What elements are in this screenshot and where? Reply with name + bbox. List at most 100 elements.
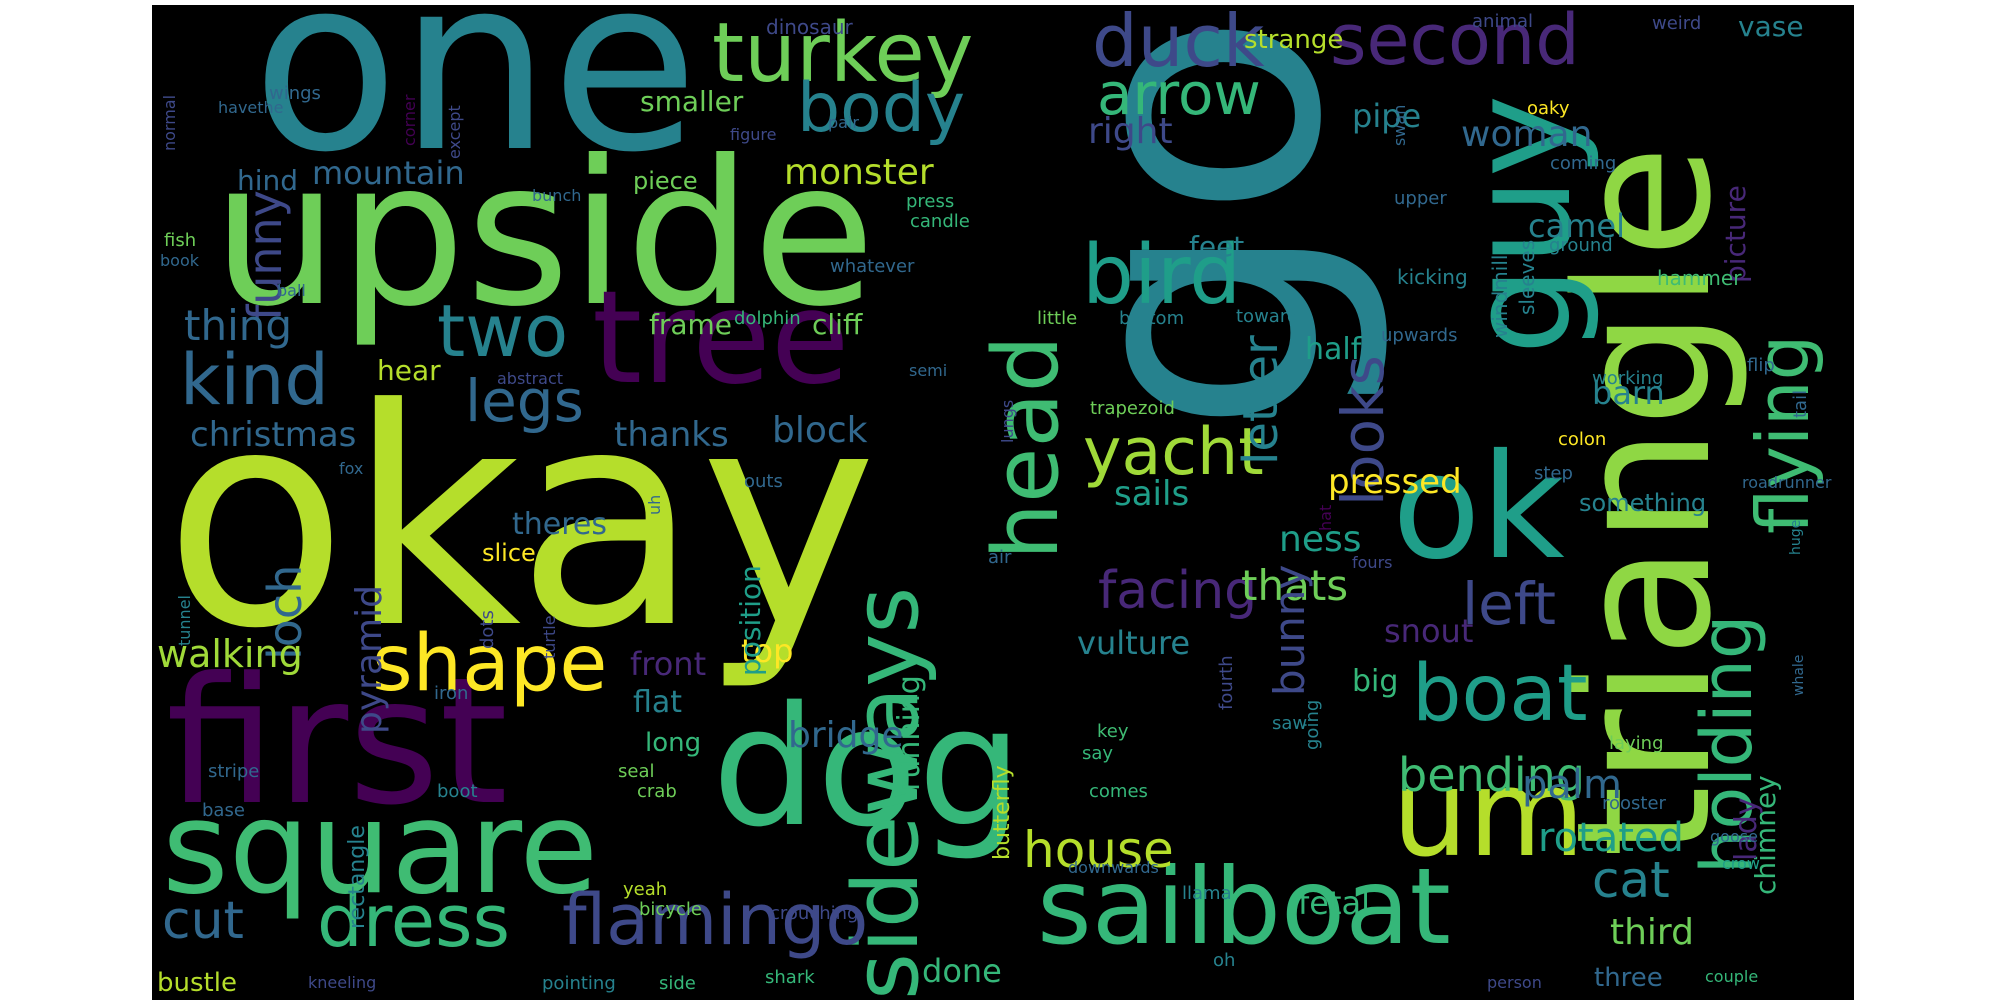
word-bottom: bottom (1119, 308, 1185, 329)
word-coming: coming (1550, 153, 1617, 174)
word-done: done (922, 952, 1002, 990)
word-goose: goose (1710, 827, 1758, 846)
word-working: working (1592, 368, 1664, 389)
word-cat: cat (1592, 851, 1670, 909)
word-half: half (1305, 332, 1362, 367)
word-pyramid: pyramid (349, 585, 390, 734)
word-sailboat: sailboat (1037, 846, 1451, 968)
word-upper: upper (1394, 188, 1447, 209)
word-duck: duck (1092, 5, 1265, 83)
word-walking: walking (157, 632, 303, 676)
word-pressed: pressed (1328, 462, 1462, 502)
word-butterfly: butterfly (990, 765, 1015, 860)
word-saw: saw (1272, 713, 1308, 734)
word-theres: theres (512, 507, 607, 542)
word-windmill: windmill (1488, 254, 1512, 338)
word-laying: laying (1609, 733, 1664, 754)
word-ok: ok (1392, 423, 1565, 592)
word-ball: ball (277, 281, 306, 300)
word-flip: flip (1747, 355, 1775, 376)
word-book: book (160, 251, 199, 270)
word-feet: feet (1189, 230, 1245, 263)
word-cliff: cliff (812, 308, 863, 341)
word-oh: oh (1213, 950, 1236, 971)
word-iron: iron (434, 683, 469, 704)
word-boat: boat (1412, 649, 1588, 739)
word-little: little (1037, 308, 1078, 329)
word-lungs: lungs (998, 399, 1017, 443)
word-thats: thats (1241, 561, 1349, 610)
word-fish: fish (164, 230, 197, 251)
word-thing: thing (184, 301, 293, 350)
word-shark: shark (765, 967, 815, 988)
word-woman: woman (1461, 114, 1593, 155)
word-hind: hind (237, 164, 299, 197)
word-third: third (1610, 912, 1694, 953)
word-stripe: stripe (208, 761, 260, 782)
word-outs: outs (744, 471, 783, 492)
word-um: um (1392, 745, 1585, 884)
word-running: running (892, 675, 927, 791)
word-whale: whale (1791, 654, 1807, 696)
word-piece: piece (633, 167, 698, 195)
word-pipe: pipe (1352, 97, 1422, 135)
word-barn: barn (1592, 374, 1665, 412)
word-position: position (734, 565, 767, 676)
word-strange: strange (1244, 25, 1344, 55)
word-kind: kind (180, 339, 329, 421)
word-monster: monster (784, 152, 934, 193)
word-step: step (1534, 463, 1573, 484)
word-couple: couple (1705, 967, 1759, 986)
word-comes: comes (1089, 781, 1148, 802)
word-going: going (1302, 699, 1323, 750)
word-crouching: crouching (770, 903, 859, 924)
word-upwards: upwards (1381, 325, 1458, 346)
word-bending: bending (1398, 748, 1585, 802)
word-say: say (1082, 743, 1114, 764)
word-toward: toward (1236, 306, 1299, 327)
word-right: right (1088, 111, 1173, 152)
word-one: one (252, 5, 699, 205)
word-flat: flat (633, 685, 683, 720)
word-square: square (162, 774, 599, 923)
word-figure: figure (730, 125, 777, 144)
word-bunny: bunny (1265, 564, 1314, 696)
word-colon: colon (1558, 429, 1607, 450)
word-ness: ness (1279, 519, 1362, 560)
word-bunch: bunch (532, 186, 582, 205)
word-fox: fox (339, 459, 364, 478)
word-thanks: thanks (614, 415, 729, 455)
word-palm: palm (1522, 762, 1622, 808)
word-bicycle: bicycle (639, 899, 702, 920)
word-house: house (1023, 821, 1174, 879)
word-crab: crab (637, 781, 677, 802)
word-block: block (772, 410, 868, 451)
word-frame: frame (649, 308, 733, 341)
word-okay: okay (164, 345, 878, 694)
word-legs: legs (465, 367, 584, 435)
word-kneeling: kneeling (308, 973, 377, 992)
word-fourth: fourth (1216, 655, 1237, 710)
word-press: press (906, 191, 955, 212)
word-side: side (659, 973, 696, 994)
word-big: big (1352, 664, 1399, 699)
word-fours: fours (1352, 553, 1393, 572)
word-dinosaur: dinosaur (766, 15, 853, 39)
word-facing: facing (1098, 561, 1258, 621)
word-corner: corner (400, 94, 419, 146)
word-hear: hear (377, 354, 441, 387)
word-upside: upside (212, 118, 876, 351)
word-llama: llama (1182, 883, 1232, 904)
word-base: base (202, 800, 245, 821)
word-three: three (1594, 963, 1663, 993)
word-rooster: rooster (1602, 793, 1666, 814)
word-first: first (166, 641, 508, 844)
word-sleeves: sleeves (1515, 239, 1539, 315)
word-boot: boot (437, 781, 478, 802)
word-seal: seal (618, 761, 655, 782)
word-vulture: vulture (1077, 624, 1191, 662)
word-head: head (974, 335, 1079, 560)
word-pointing: pointing (542, 973, 616, 994)
word-turkey: turkey (712, 6, 974, 101)
word-animal: animal (1472, 11, 1534, 32)
